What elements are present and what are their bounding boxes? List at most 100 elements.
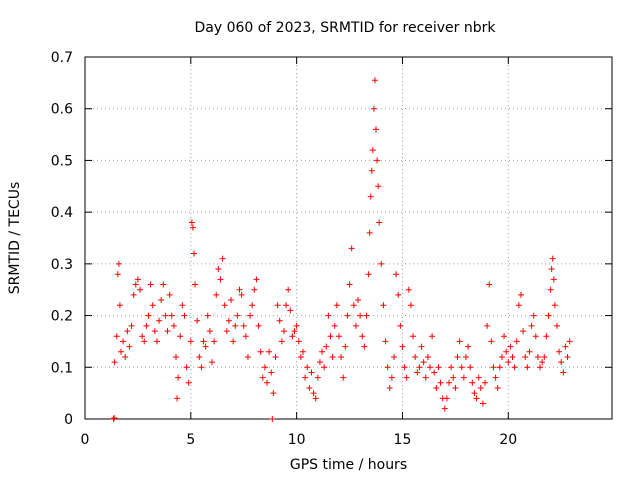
data-point — [412, 353, 419, 360]
data-point — [151, 328, 158, 335]
data-point — [215, 266, 222, 273]
data-point — [401, 364, 408, 371]
data-point — [304, 364, 311, 371]
data-point — [380, 302, 387, 309]
y-tick-label: 0.6 — [51, 102, 73, 118]
y-tick-label: 0.3 — [51, 257, 73, 273]
data-point — [488, 338, 495, 345]
data-point — [460, 374, 467, 381]
data-point — [325, 312, 332, 319]
data-point — [321, 364, 328, 371]
data-point — [188, 219, 195, 226]
data-point — [465, 343, 472, 350]
data-point — [247, 312, 254, 319]
data-point — [382, 338, 389, 345]
data-point — [128, 322, 135, 329]
data-point — [331, 322, 338, 329]
data-point — [236, 286, 243, 293]
data-point — [443, 395, 450, 402]
data-point — [361, 343, 368, 350]
data-point — [549, 255, 556, 262]
data-point — [156, 317, 163, 324]
data-point — [456, 338, 463, 345]
data-point — [308, 369, 315, 376]
data-point — [145, 312, 152, 319]
data-point — [149, 302, 156, 309]
data-point — [264, 379, 271, 386]
data-point — [532, 333, 539, 340]
data-point — [352, 322, 359, 329]
data-point — [399, 343, 406, 350]
data-point — [162, 312, 169, 319]
data-point — [469, 379, 476, 386]
data-point — [418, 343, 425, 350]
data-point — [110, 416, 117, 422]
data-point — [454, 353, 461, 360]
data-point — [194, 317, 201, 324]
data-point — [503, 348, 510, 355]
data-point — [526, 348, 533, 355]
data-point — [388, 374, 395, 381]
data-point — [524, 364, 531, 371]
data-point — [268, 369, 275, 376]
data-point — [424, 353, 431, 360]
data-point — [471, 390, 478, 397]
data-point — [204, 312, 211, 319]
data-point — [196, 353, 203, 360]
data-point — [111, 414, 118, 421]
data-point — [365, 271, 372, 278]
data-point — [174, 395, 181, 402]
data-point — [158, 297, 165, 304]
data-point — [556, 348, 563, 355]
data-point — [458, 364, 465, 371]
data-point — [170, 322, 177, 329]
data-point — [335, 333, 342, 340]
data-point — [202, 343, 209, 350]
data-point — [405, 286, 412, 293]
data-point — [517, 291, 524, 298]
data-point — [350, 302, 357, 309]
data-point — [543, 333, 550, 340]
data-point — [426, 364, 433, 371]
data-point — [147, 281, 154, 288]
data-point — [139, 333, 146, 340]
data-point — [251, 286, 258, 293]
data-point — [211, 338, 218, 345]
data-point — [414, 369, 421, 376]
data-point — [490, 364, 497, 371]
data-point — [285, 286, 292, 293]
data-point — [397, 322, 404, 329]
data-point — [124, 328, 131, 335]
data-point — [437, 379, 444, 386]
data-point — [422, 374, 429, 381]
data-point — [111, 359, 118, 366]
data-point — [257, 348, 264, 355]
data-point — [164, 328, 171, 335]
x-tick-label: 15 — [394, 432, 412, 448]
data-point — [200, 338, 207, 345]
data-point — [429, 333, 436, 340]
data-point — [289, 333, 296, 340]
data-point — [291, 328, 298, 335]
data-point — [274, 302, 281, 309]
data-point — [386, 384, 393, 391]
data-point — [340, 374, 347, 381]
data-point — [242, 333, 249, 340]
data-point — [528, 322, 535, 329]
data-point — [378, 260, 385, 267]
data-point — [153, 338, 160, 345]
data-point — [187, 338, 194, 345]
y-tick-label: 0.1 — [51, 360, 73, 376]
data-point — [230, 338, 237, 345]
data-point — [270, 390, 277, 397]
data-point — [287, 307, 294, 314]
data-point — [479, 400, 486, 407]
data-point — [462, 353, 469, 360]
data-point — [359, 333, 366, 340]
data-point — [141, 338, 148, 345]
data-point — [234, 312, 241, 319]
data-point — [293, 322, 300, 329]
data-point — [548, 266, 555, 273]
data-point — [280, 328, 287, 335]
data-point — [355, 297, 362, 304]
